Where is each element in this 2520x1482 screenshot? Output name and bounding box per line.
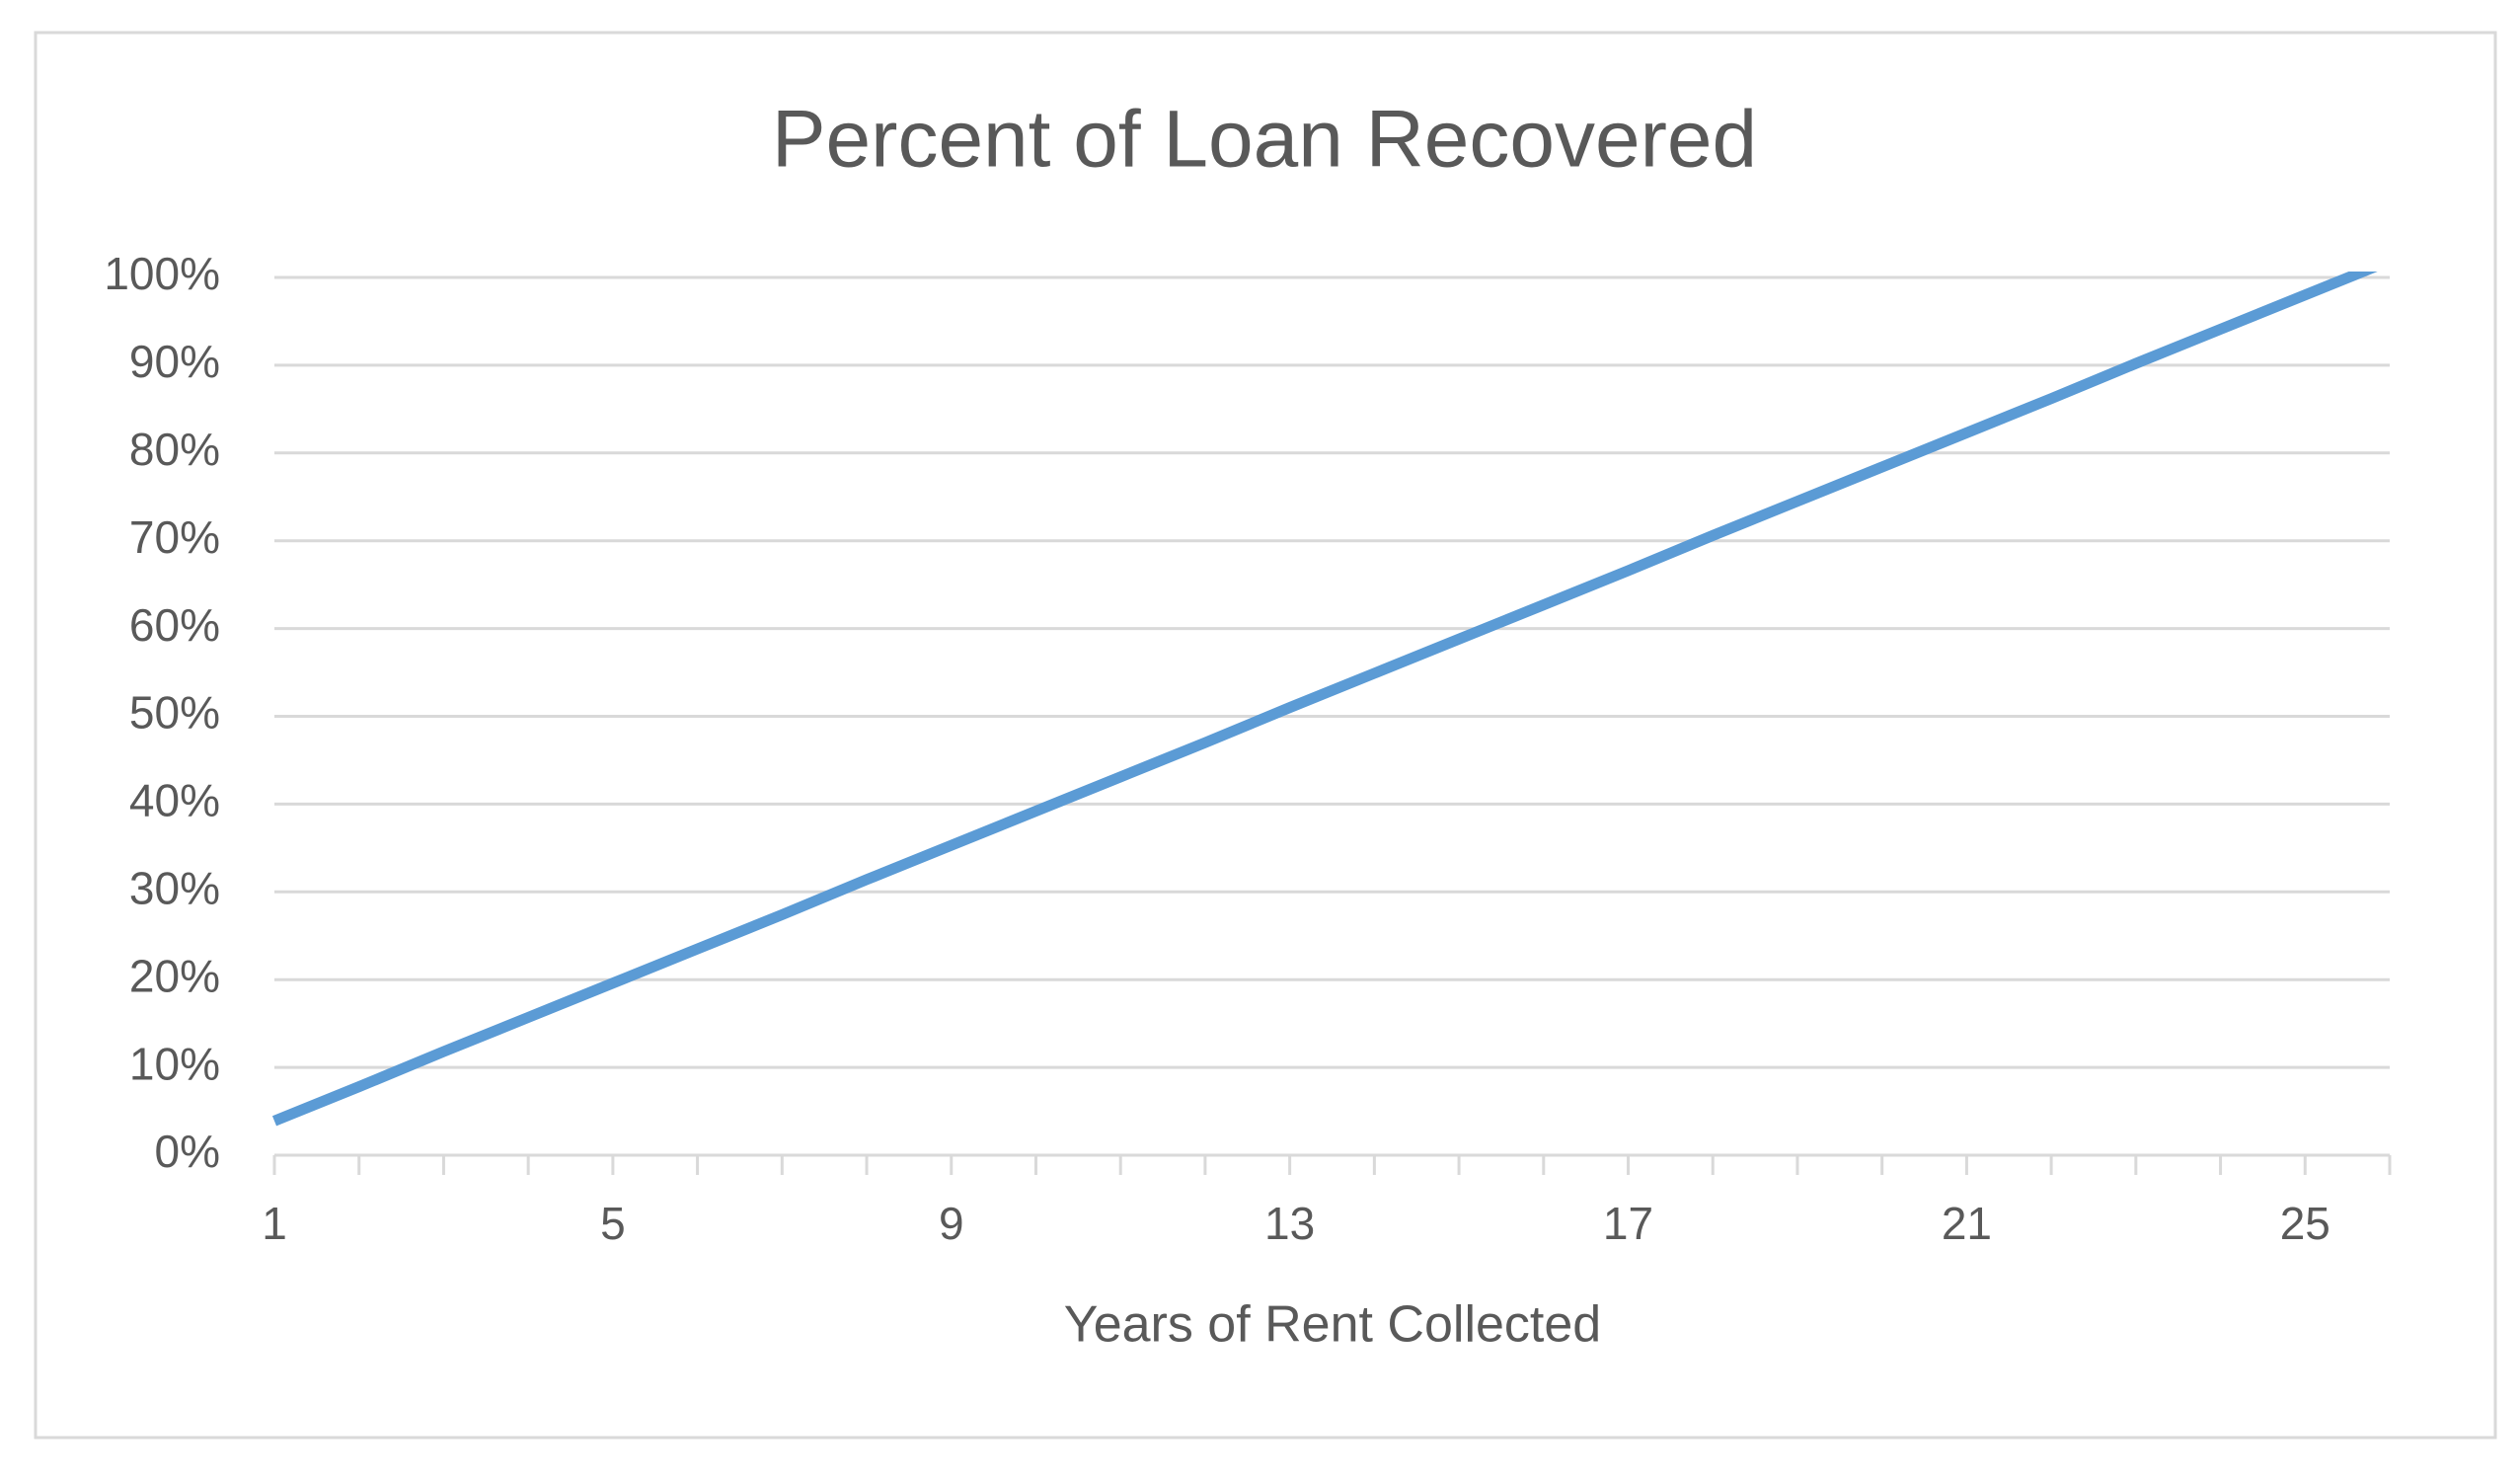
- y-tick-label: 40%: [129, 775, 220, 826]
- y-tick-label: 60%: [129, 599, 220, 651]
- x-tick-label: 17: [1603, 1198, 1653, 1249]
- y-tick-label: 70%: [129, 511, 220, 563]
- y-tick-label: 30%: [129, 862, 220, 913]
- x-tick-label: 5: [600, 1198, 626, 1249]
- x-tick-label: 9: [939, 1198, 964, 1249]
- x-tick-label: 21: [1942, 1198, 1992, 1249]
- y-tick-label: 20%: [129, 950, 220, 1001]
- y-tick-label: 80%: [129, 424, 220, 475]
- data-line: [271, 272, 2378, 1127]
- x-tick-label: 13: [1264, 1198, 1315, 1249]
- chart-frame: [34, 31, 2497, 1440]
- y-tick-label: 90%: [129, 336, 220, 387]
- y-tick-label: 10%: [129, 1038, 220, 1089]
- x-tick-label: 25: [2280, 1198, 2330, 1249]
- y-tick-label: 50%: [129, 687, 220, 739]
- y-tick-label: 100%: [104, 248, 220, 299]
- x-axis-title: Years of Rent Collected: [1064, 1296, 1601, 1354]
- chart-title: Percent of Loan Recovered: [772, 95, 1757, 185]
- x-tick-label: 1: [262, 1198, 287, 1249]
- y-tick-label: 0%: [155, 1126, 220, 1177]
